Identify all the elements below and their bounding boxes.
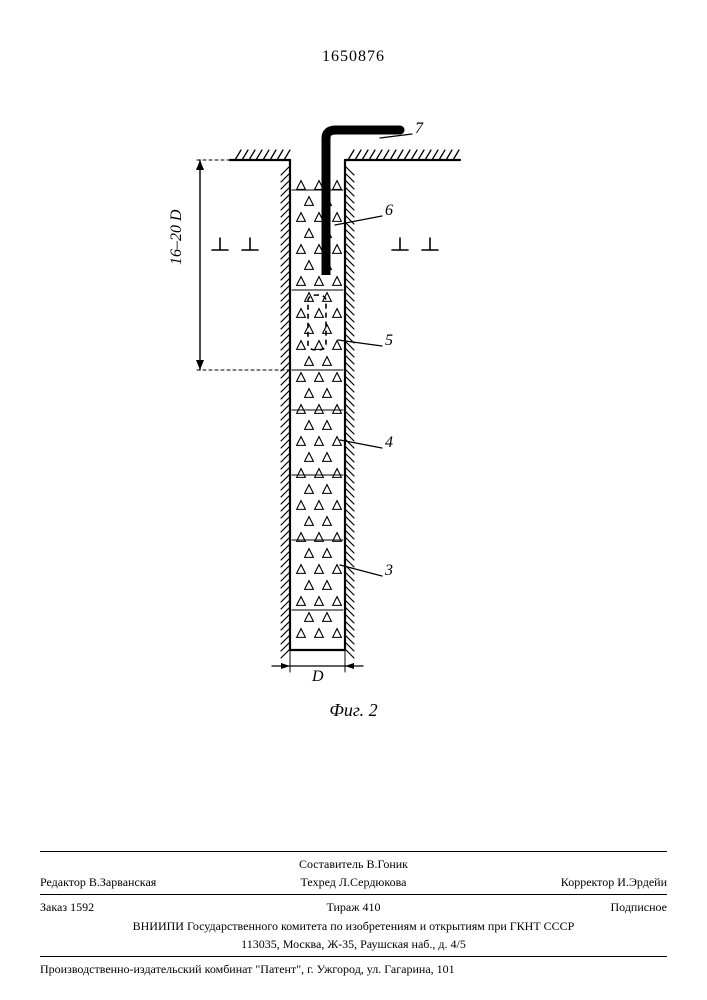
callout-6: 6 (385, 202, 393, 220)
callout-7: 7 (415, 120, 423, 138)
figure-svg (140, 110, 500, 690)
patent-number: 1650876 (0, 48, 707, 66)
techred-name: Л.Сердюкова (339, 875, 407, 889)
corrector-label: Корректор (561, 875, 615, 889)
diameter-dimension-label: D (312, 668, 324, 686)
corrector-name: И.Эрдейи (617, 875, 667, 889)
address1: 113035, Москва, Ж-35, Раушская наб., д. … (40, 936, 667, 952)
order-no: 1592 (70, 900, 94, 914)
colophon-block: Составитель В.Гоник Редактор В.Зарванска… (40, 848, 667, 978)
order-label: Заказ (40, 900, 67, 914)
composer-label: Составитель (299, 857, 363, 871)
print-run: 410 (363, 900, 381, 914)
editor-name: В.Зарванская (89, 875, 156, 889)
figure-2: 7 6 5 4 3 16–20 D D (140, 110, 500, 690)
callout-5: 5 (385, 332, 393, 350)
press-line: Производственно-издательский комбинат "П… (40, 961, 667, 977)
editor-label: Редактор (40, 875, 86, 889)
callout-4: 4 (385, 434, 393, 452)
org-line: ВНИИПИ Государственного комитета по изоб… (40, 918, 667, 934)
composer-name: В.Гоник (366, 857, 408, 871)
depth-dimension-label: 16–20 D (168, 209, 186, 265)
subscription: Подписное (611, 900, 668, 914)
techred-label: Техред (301, 875, 336, 889)
figure-caption: Фиг. 2 (0, 700, 707, 721)
callout-3: 3 (385, 562, 393, 580)
print-run-label: Тираж (326, 900, 359, 914)
